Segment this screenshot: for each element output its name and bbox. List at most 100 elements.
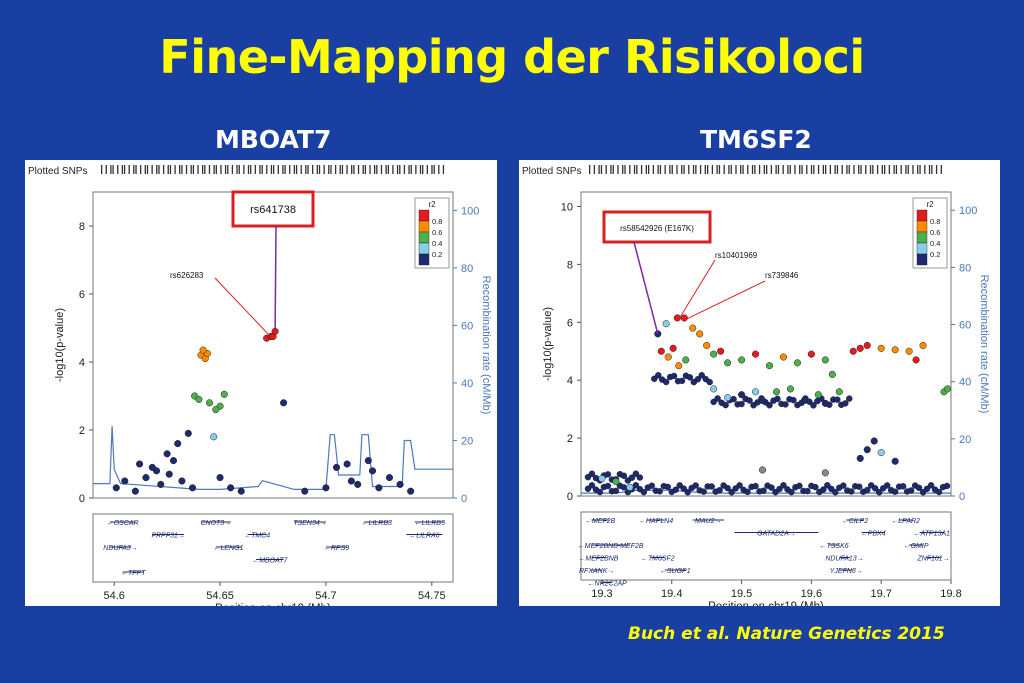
plotted-snp-tick [612, 165, 614, 174]
snp-point [596, 488, 604, 496]
x-axis-label: Position on chr19 (Mb) [708, 601, 824, 606]
snp-point [227, 484, 235, 492]
snp-point [163, 450, 171, 458]
plotted-snp-tick [707, 165, 709, 174]
plotted-snp-tick [853, 165, 855, 174]
plotted-snp-tick [822, 165, 824, 174]
plotted-snp-tick [754, 165, 756, 174]
plotted-snp-tick [777, 165, 780, 174]
plotted-snp-tick [907, 165, 909, 174]
snp-point [604, 482, 612, 490]
plotted-snp-tick [876, 165, 879, 174]
legend-label: 0.4 [930, 239, 940, 248]
plotted-snp-tick [201, 165, 204, 174]
y-tick-label: 8 [567, 259, 573, 271]
legend-swatch [916, 242, 928, 255]
plotted-snp-tick [787, 165, 789, 174]
plotted-snp-tick [396, 165, 399, 174]
plotted-snp-tick [387, 165, 389, 174]
gene-label: ←LPAR2 [891, 518, 920, 525]
snp-point [343, 460, 351, 468]
snp-point [824, 482, 831, 489]
plotted-snp-tick [671, 165, 673, 174]
plotted-snp-tick [763, 165, 765, 174]
annotation-arrow [214, 277, 270, 336]
plotted-snp-tick [282, 165, 284, 174]
snp-point [669, 344, 677, 352]
plotted-snp-tick [270, 165, 273, 174]
plotted-snp-tick [146, 165, 149, 174]
annotation-label: rs739846 [765, 271, 799, 280]
plotted-snp-tick [692, 165, 695, 174]
snp-point [751, 388, 760, 396]
plotted-snp-tick [659, 165, 662, 174]
plotted-snp-tick [801, 165, 803, 174]
plotted-snp-tick [179, 165, 181, 174]
gene-label: RFXANK→ [579, 568, 614, 575]
snp-point [703, 341, 711, 349]
plotted-snp-tick [330, 165, 332, 174]
legend-title: r2 [926, 200, 934, 209]
plotted-snp-tick [846, 165, 848, 174]
legend-swatch [418, 242, 430, 255]
plotted-snp-tick [316, 165, 318, 174]
plotted-snp-tick [723, 165, 725, 174]
plotted-snp-tick [185, 165, 188, 174]
plotted-snp-tick [231, 165, 234, 174]
highlight-label: rs641738 [250, 204, 296, 216]
gene-label: ←MEF2B [585, 518, 616, 525]
x-tick-label: 19.5 [731, 588, 752, 600]
snp-point [765, 362, 774, 370]
plotted-snp-tick [105, 165, 107, 174]
x-tick-label: 54.7 [315, 590, 336, 602]
gene-label: ←CILP2 [842, 518, 869, 525]
gene-label: ←LENG1 [214, 545, 244, 552]
plotted-snp-tick [593, 165, 596, 174]
snp-point [774, 395, 781, 403]
plotted-snp-tick [373, 165, 376, 174]
plotted-snp-tick [369, 165, 371, 174]
snp-point [728, 489, 735, 496]
plotted-snp-tick [181, 165, 183, 174]
plotted-snp-tick [128, 165, 130, 174]
legend-swatch [418, 209, 430, 222]
plotted-snp-tick [339, 165, 341, 174]
plotted-snp-tick [704, 165, 706, 174]
legend-title: r2 [428, 200, 436, 209]
snp-point [216, 474, 224, 482]
plotted-snp-tick [133, 165, 135, 174]
annotation-arrow [274, 225, 277, 330]
plotted-snp-tick [328, 165, 330, 174]
snp-point [744, 488, 751, 496]
snp-point [670, 372, 678, 380]
chart-mboat7: Plotted SNPs02468020406080100-log10(p-va… [28, 165, 492, 615]
snp-point [678, 377, 686, 385]
plotted-snp-tick [312, 165, 314, 174]
plotted-snp-tick [924, 165, 926, 174]
snp-point [694, 376, 702, 383]
plotted-snp-tick [865, 165, 867, 174]
y-axis-label: -log10(p-value) [54, 308, 66, 382]
snp-point [856, 454, 864, 462]
plotted-snp-tick [259, 165, 261, 174]
snp-point [664, 483, 671, 491]
snp-point [919, 341, 927, 349]
legend-label: 0.8 [432, 217, 442, 226]
snp-point [675, 362, 683, 370]
plotted-snp-tick [254, 165, 256, 174]
gene-label: ZNF101→ [916, 556, 949, 563]
x-tick-label: 19.8 [940, 588, 961, 600]
snp-point [849, 347, 857, 355]
y-tick-label: 8 [79, 221, 85, 233]
snp-point [588, 482, 596, 489]
y-tick-label: 2 [79, 425, 85, 437]
snp-point [612, 477, 620, 486]
snp-point [899, 483, 907, 490]
snp-point [112, 484, 120, 492]
plotted-snp-tick [174, 165, 176, 174]
gene-label: ←NR2C2AP [588, 581, 628, 588]
plotted-snp-tick [144, 165, 146, 174]
snp-point [863, 446, 871, 454]
gene-label: ←TMC4 [244, 533, 270, 540]
gene-panel-frame [580, 511, 952, 581]
